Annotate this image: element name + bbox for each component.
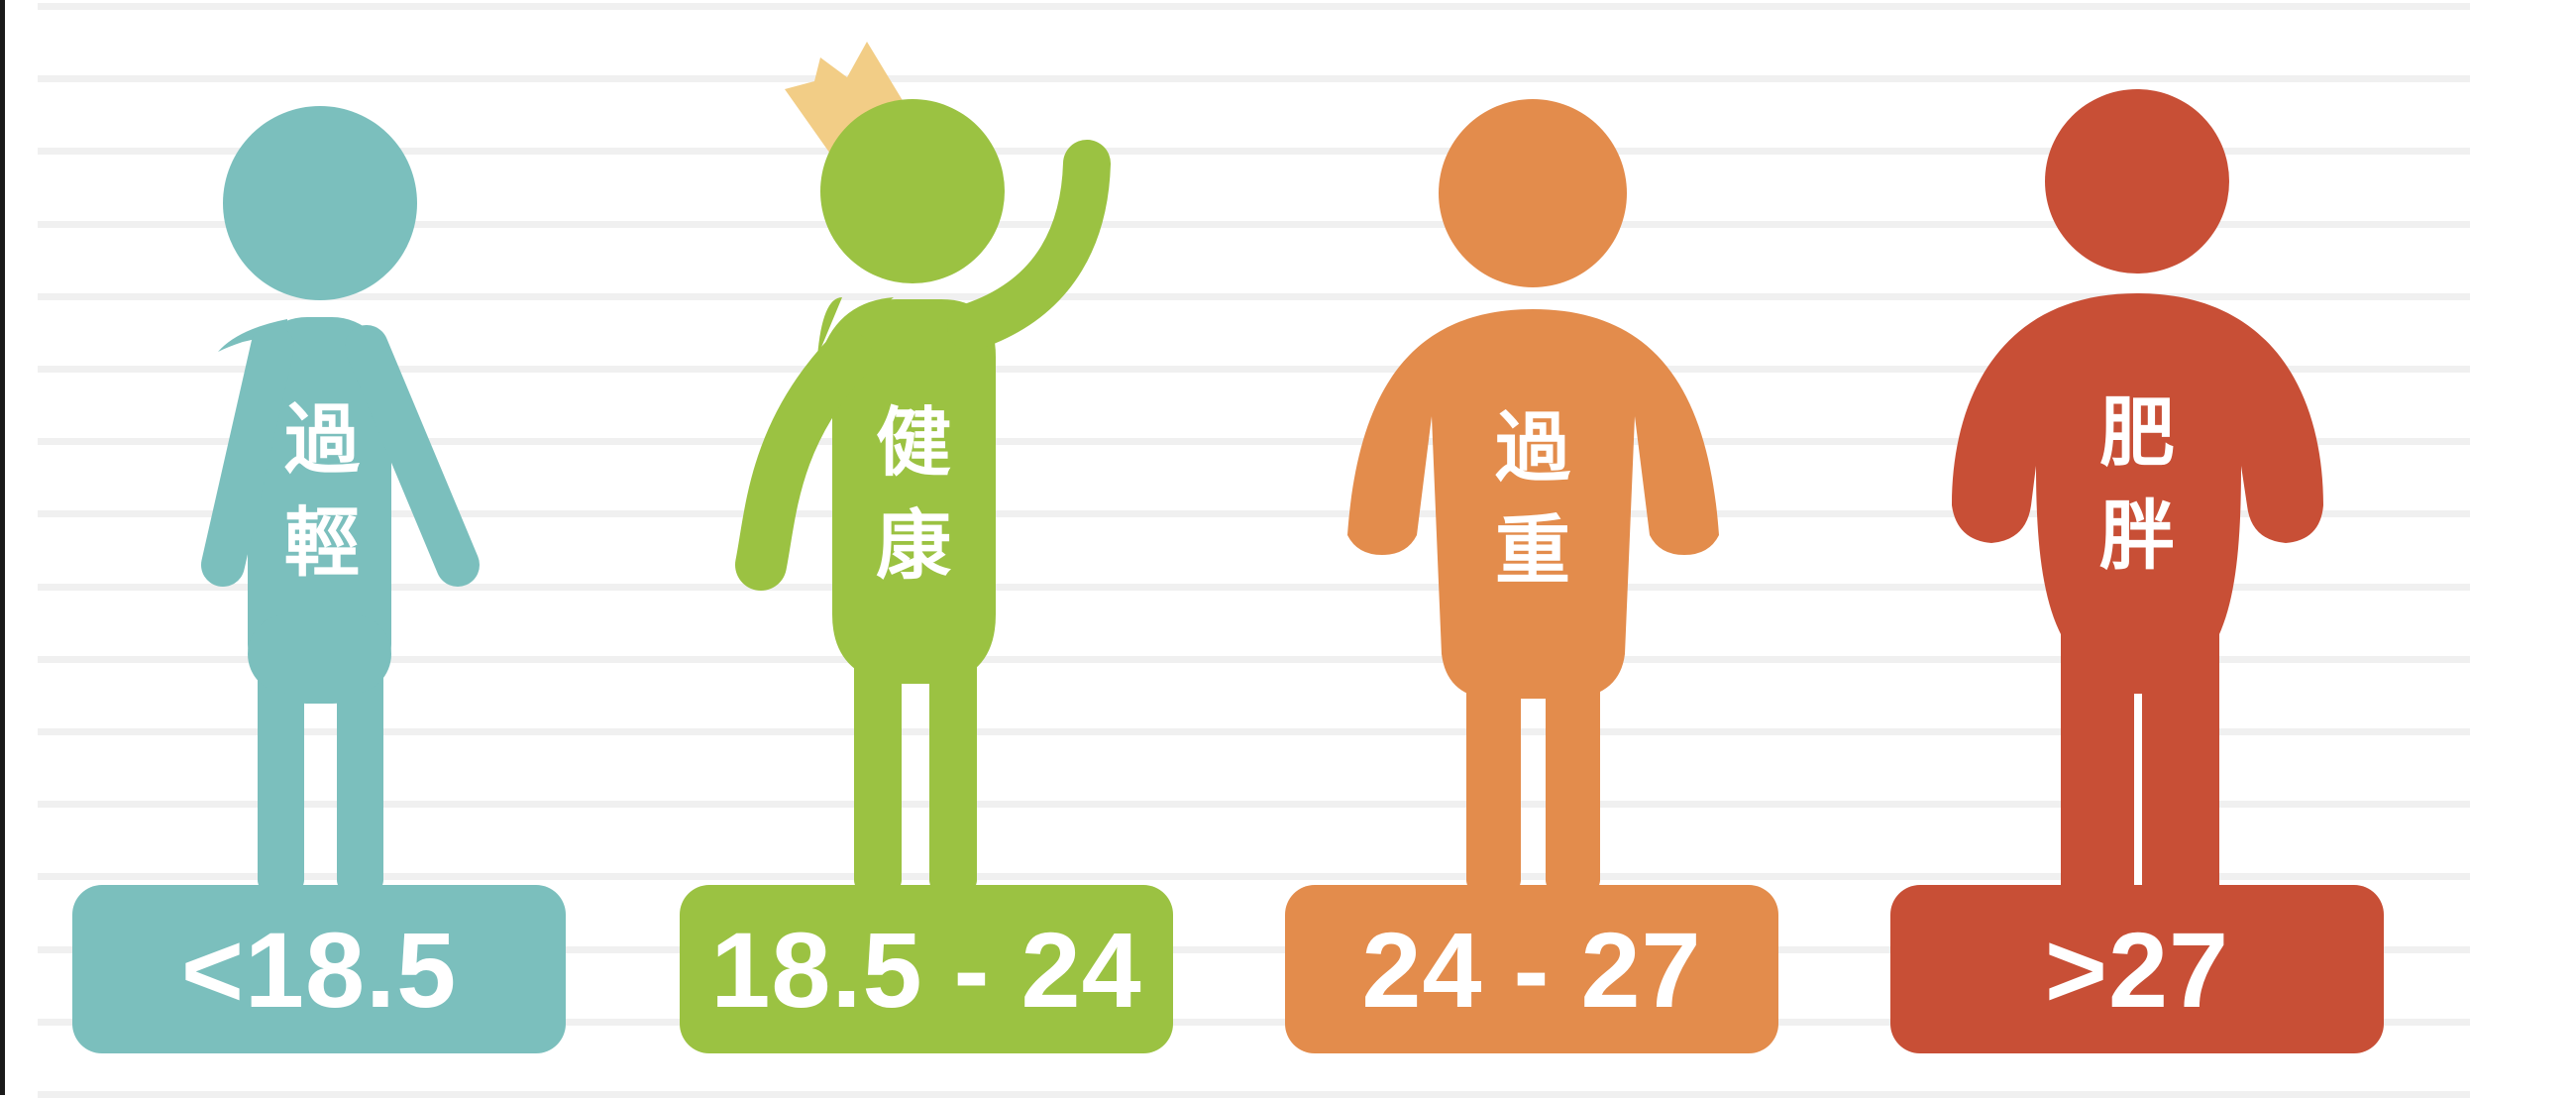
background-line <box>38 148 2470 155</box>
category-label-line1: 過 <box>1495 403 1570 492</box>
category-label-line1: 過 <box>284 395 360 484</box>
range-text: 18.5 - 24 <box>710 909 1142 1030</box>
range-text: <18.5 <box>180 909 458 1030</box>
range-text: >27 <box>2044 909 2230 1030</box>
overweight-person-icon <box>1347 99 1719 894</box>
background-line <box>38 1019 2470 1026</box>
background-line <box>38 801 2470 808</box>
range-label-underweight: <18.5 <box>72 885 566 1053</box>
background-line <box>38 293 2470 300</box>
background-line <box>38 3 2470 10</box>
background-line <box>38 438 2470 445</box>
category-label-line2: 胖 <box>2099 492 2175 580</box>
crown-icon <box>785 42 907 157</box>
background-line <box>38 75 2470 82</box>
background-line <box>38 366 2470 373</box>
range-label-overweight: 24 - 27 <box>1285 885 1778 1053</box>
range-label-healthy: 18.5 - 24 <box>680 885 1173 1053</box>
background-line <box>38 221 2470 228</box>
category-label-line2: 重 <box>1495 506 1570 595</box>
underweight-person-icon <box>201 106 480 894</box>
figure-underweight: 過 輕 <box>40 0 594 1095</box>
background-line <box>38 510 2470 517</box>
background-line <box>38 728 2470 735</box>
category-label-line2: 輕 <box>284 498 360 587</box>
category-label-line1: 健 <box>876 398 951 487</box>
obese-person-icon <box>1952 89 2323 897</box>
background-line <box>38 946 2470 953</box>
figure-healthy: 健 康 <box>644 0 1199 1095</box>
background-line <box>38 656 2470 663</box>
background-line <box>38 584 2470 591</box>
range-label-obese: >27 <box>1890 885 2384 1053</box>
figure-overweight: 過 重 <box>1258 0 1813 1095</box>
category-label-line2: 康 <box>876 501 951 590</box>
background-line <box>38 873 2470 880</box>
range-text: 24 - 27 <box>1361 909 1702 1030</box>
left-border <box>0 0 5 1095</box>
healthy-person-icon <box>735 42 1111 894</box>
figure-obese: 肥 胖 <box>1863 0 2417 1095</box>
category-label-line1: 肥 <box>2099 388 2175 477</box>
